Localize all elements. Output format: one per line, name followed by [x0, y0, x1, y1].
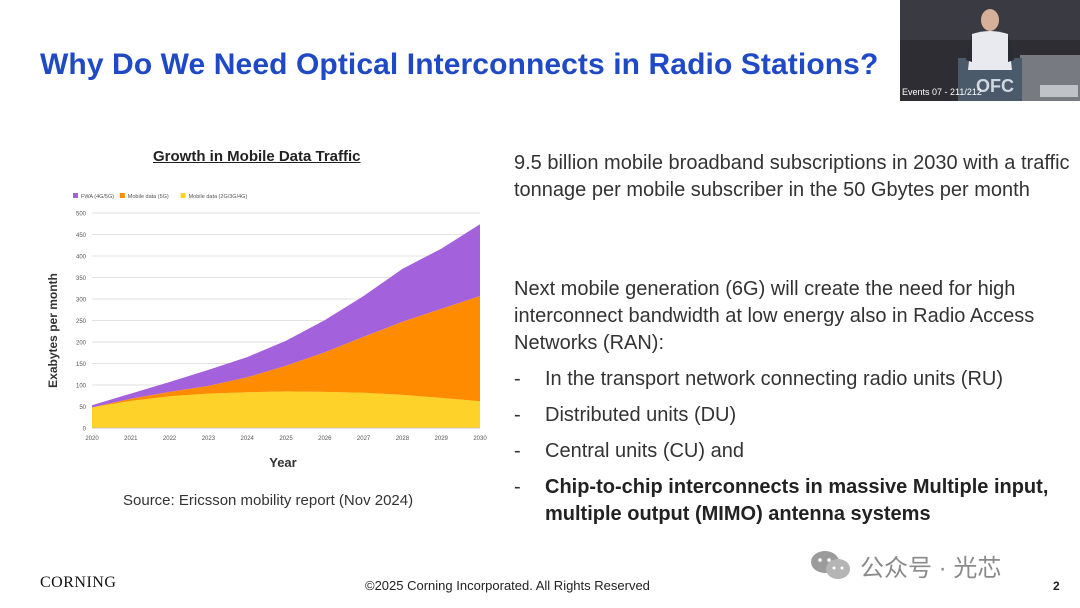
x-tick-label: 2022 — [163, 436, 177, 442]
x-tick-label: 2029 — [435, 436, 449, 442]
copyright-notice: ©2025 Corning Incorporated. All Rights R… — [365, 578, 650, 593]
chart-title: Growth in Mobile Data Traffic — [153, 148, 361, 165]
legend-label: Mobile data (5G) — [128, 194, 169, 200]
chart-source: Source: Ericsson mobility report (Nov 20… — [123, 492, 414, 509]
bullet-text: Central units (CU) and — [545, 440, 744, 462]
watermark: 公众号 · 光芯 — [810, 548, 1001, 582]
x-tick-label: 2027 — [357, 436, 371, 442]
bullet-marker: - — [514, 404, 521, 426]
bullet-text: Distributed units (DU) — [545, 404, 737, 426]
y-tick-label: 200 — [76, 341, 87, 347]
y-tick-label: 50 — [79, 405, 86, 411]
series-area — [92, 224, 480, 408]
x-axis-label: Year — [269, 455, 296, 470]
speaker-video-frame: OFC — [900, 0, 1080, 101]
x-tick-label: 2020 — [85, 436, 99, 442]
slide-title: Why Do We Need Optical Interconnects in … — [40, 48, 879, 81]
x-tick-label: 2030 — [473, 436, 487, 442]
x-tick-label: 2021 — [124, 436, 138, 442]
x-tick-label: 2028 — [396, 436, 410, 442]
y-tick-label: 0 — [83, 427, 87, 433]
video-sign-text: OFC — [976, 76, 1014, 96]
y-tick-label: 400 — [76, 255, 87, 261]
x-tick-label: 2026 — [318, 436, 332, 442]
y-axis-label: Exabytes per month — [46, 273, 60, 388]
x-tick-label: 2023 — [202, 436, 216, 442]
corning-logo: CORNING — [40, 574, 117, 591]
bullet-marker: - — [514, 476, 521, 498]
series-area — [92, 391, 480, 428]
x-tick-label: 2024 — [241, 436, 255, 442]
wechat-icon — [811, 551, 850, 579]
video-caption: Events 07 - 211/212 — [902, 87, 982, 97]
legend-swatch — [180, 193, 186, 198]
y-tick-label: 100 — [76, 384, 87, 390]
bullet-marker: - — [514, 440, 521, 462]
y-tick-label: 300 — [76, 298, 87, 304]
x-tick-label: 2025 — [279, 436, 293, 442]
y-tick-label: 450 — [76, 233, 87, 239]
legend-label: FWA (4G/5G) — [81, 194, 114, 200]
series-area — [92, 296, 480, 408]
watermark-text: 公众号 · 光芯 — [860, 554, 1002, 582]
subscriptions-paragraph: 9.5 billion mobile broadband subscriptio… — [514, 152, 1070, 201]
bullet-marker: - — [514, 368, 521, 390]
y-tick-label: 250 — [76, 319, 87, 325]
y-tick-label: 500 — [76, 212, 87, 218]
traffic-chart: 0 50 100 150 200 250 300 350 400 450 500 2020 2021 20… — [46, 193, 487, 470]
legend-swatch — [119, 193, 125, 198]
bullet-text: In the transport network connecting radi… — [545, 368, 1003, 390]
y-tick-label: 350 — [76, 276, 87, 282]
legend-label: Mobile data (2G/3G/4G) — [189, 194, 248, 200]
legend-swatch — [73, 193, 78, 198]
bullet-text: Chip-to-chip interconnects in massive Mu… — [545, 476, 1049, 525]
page-number: 2 — [1053, 579, 1060, 593]
speaker-video-inset: OFC Events 07 - 211/212 — [900, 0, 1080, 101]
y-tick-label: 150 — [76, 362, 87, 368]
next-generation-paragraph: Next mobile generation (6G) will create … — [514, 278, 1035, 354]
